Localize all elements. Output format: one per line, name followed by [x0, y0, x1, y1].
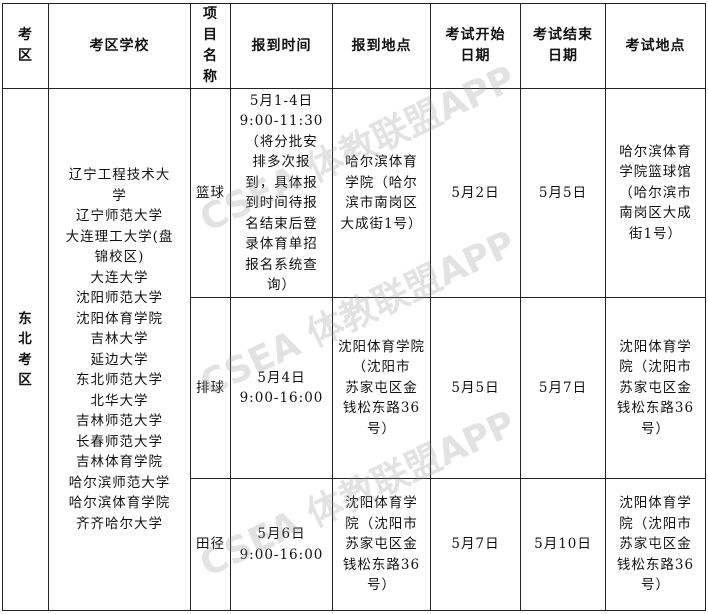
sport-cell: 篮球 — [190, 88, 231, 298]
sport-cell: 田径 — [190, 478, 231, 611]
table-row: 排球 5月4日 9:00-16:00 沈阳体育学院 （沈阳市 苏家屯区金 钱松东… — [3, 297, 706, 479]
header-end-date: 考试结束 日期 — [520, 3, 606, 89]
header-report-place: 报到地点 — [332, 3, 431, 89]
report-place-cell: 沈阳体育学院 （沈阳市 苏家屯区金 钱松东路36 号） — [332, 297, 431, 479]
exam-place-cell: 沈阳体育学 院（沈阳市 苏家屯区金 钱松东路36 号） — [605, 297, 706, 479]
region-cell: 东 北 考 区 — [2, 88, 49, 611]
header-schools: 考区学校 — [48, 3, 191, 89]
report-place-cell: 哈尔滨体育 学院（哈尔 滨市南岗区 大成街1号） — [332, 88, 431, 298]
header-exam-place: 考试地点 — [605, 3, 706, 89]
exam-place-cell: 哈尔滨体育 学院篮球馆 （哈尔滨市 南岗区大成 街1号） — [605, 88, 706, 298]
exam-place-cell: 沈阳体育学 院（沈阳市 苏家屯区金 钱松东路36 号） — [605, 478, 706, 611]
table-row: 东 北 考 区 辽宁工程技术大 学 辽宁师范大学 大连理工大学(盘 锦校区) 大… — [2, 88, 706, 611]
start-date-cell: 5月7日 — [430, 478, 521, 611]
header-sport: 项 目 名 称 — [190, 3, 231, 89]
header-region: 考 区 — [2, 3, 49, 89]
table-row: 田径 5月6日 9:00-16:00 沈阳体育学 院（沈阳市 苏家屯区金 钱松东… — [3, 478, 706, 611]
end-date-cell: 5月10日 — [520, 478, 606, 611]
header-report-time: 报到时间 — [230, 3, 333, 89]
start-date-cell: 5月2日 — [430, 88, 521, 298]
header-start-date: 考试开始 日期 — [430, 3, 521, 89]
report-time-cell: 5月6日 9:00-16:00 — [230, 478, 333, 611]
header-row: 考 区 考区学校 项 目 名 称 报到时间 报到地点 考试开始 日期 考试结束 … — [2, 3, 706, 89]
report-place-cell: 沈阳体育学 院（沈阳市 苏家屯区金 钱松东路36 号） — [332, 478, 431, 611]
end-date-cell: 5月5日 — [520, 88, 606, 298]
sport-cell: 排球 — [190, 297, 231, 479]
report-time-cell: 5月1-4日 9:00-11:30 （将分批安 排多次报 到，具体报 到时间待报… — [230, 88, 333, 298]
report-time-cell: 5月4日 9:00-16:00 — [230, 297, 333, 479]
schools-cell: 辽宁工程技术大 学 辽宁师范大学 大连理工大学(盘 锦校区) 大连大学 沈阳师范… — [48, 88, 191, 611]
exam-schedule-table: 考 区 考区学校 项 目 名 称 报到时间 报到地点 考试开始 日期 考试结束 … — [2, 3, 706, 611]
start-date-cell: 5月5日 — [430, 297, 521, 479]
end-date-cell: 5月7日 — [520, 297, 606, 479]
